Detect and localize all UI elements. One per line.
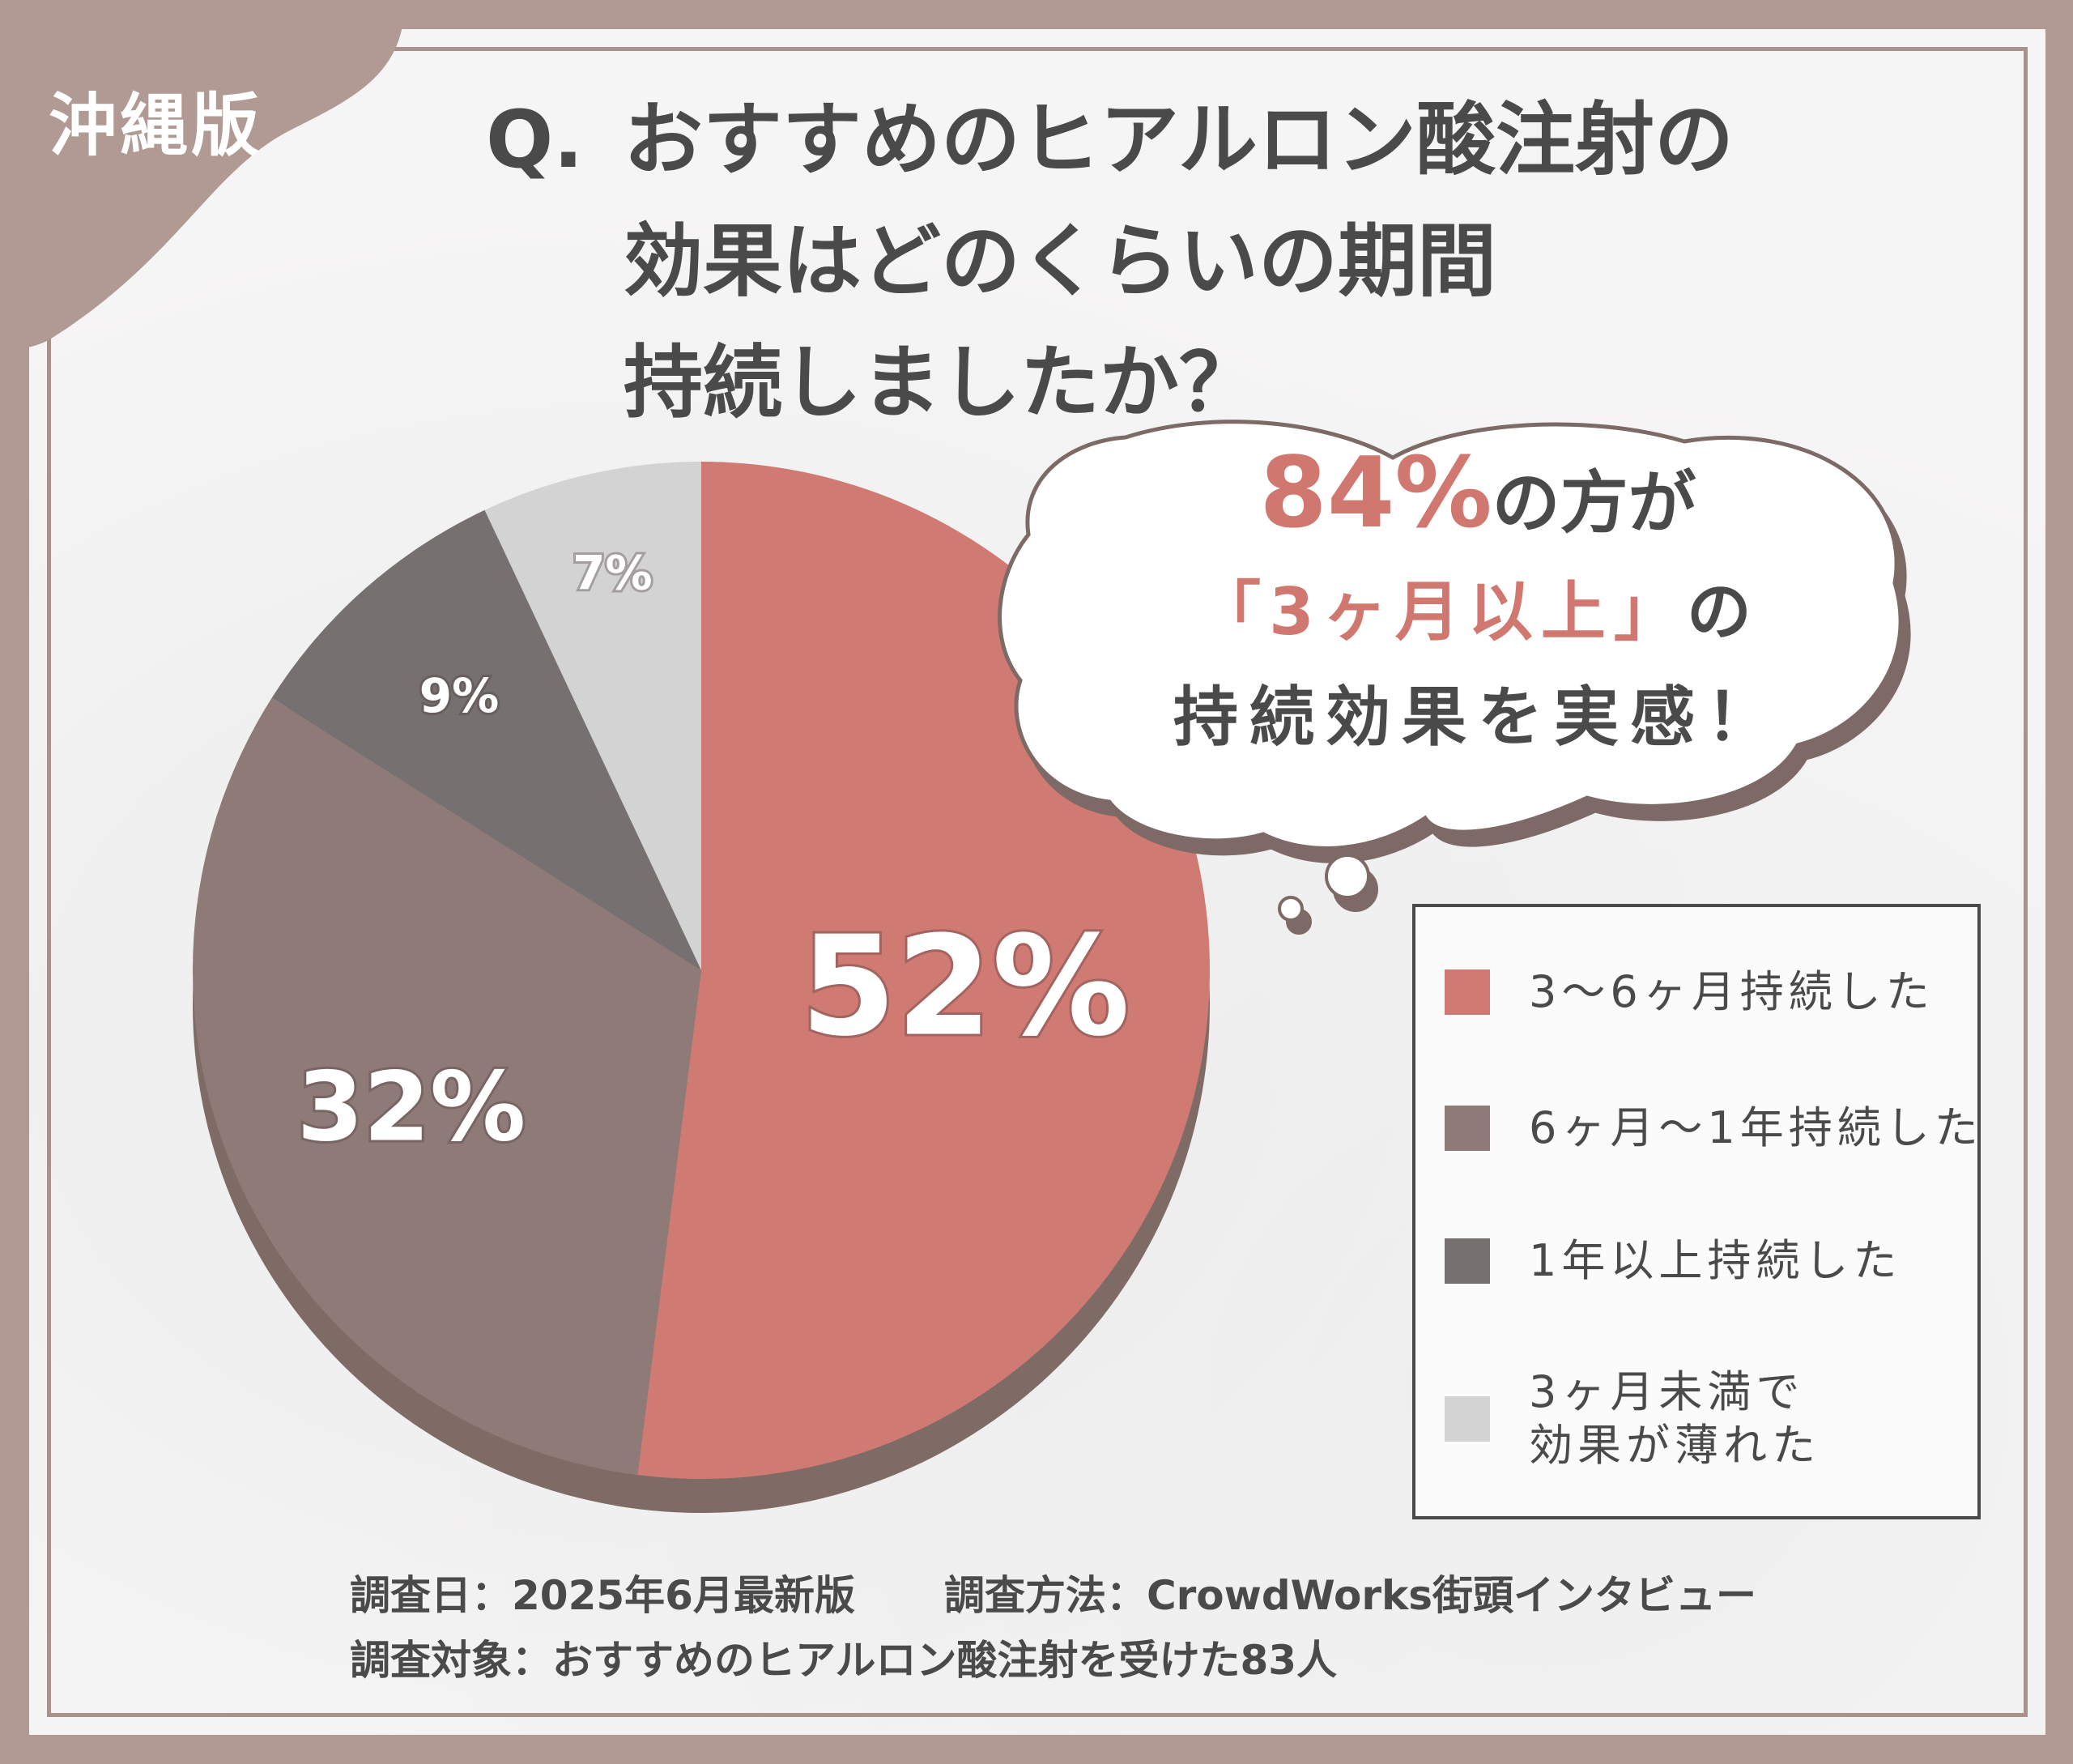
legend-item: 1年以上持続した	[1445, 1234, 1901, 1288]
legend-label: 3〜6ヶ月持続した	[1529, 966, 1935, 1017]
speech-bubble	[998, 420, 1903, 922]
legend-item: 3〜6ヶ月持続した	[1445, 965, 1935, 1019]
pie-data-label: 52%	[800, 907, 1130, 1067]
footer-target: 調査対象：おすすめのヒアルロン酸注射を受けた83人	[350, 1637, 1338, 1684]
legend-swatch	[1445, 1106, 1490, 1151]
footer-method: 調査方法：CrowdWorks街頭インタビュー	[943, 1572, 1757, 1619]
pie-data-label: 7%	[573, 546, 652, 601]
survey-footer: 調査日：2025年6月最新版 調査方法：CrowdWorks街頭インタビュー 調査…	[350, 1563, 1888, 1693]
legend-swatch	[1445, 1396, 1490, 1442]
pie-data-label: 9%	[419, 668, 499, 723]
legend-label: 6ヶ月〜1年持続した	[1529, 1102, 1983, 1153]
legend-label-line-1: 3ヶ月未満で	[1529, 1366, 1805, 1417]
title-line-1: おすすめのヒアルロン酸注射の	[624, 94, 1735, 186]
bubble-line-3: 持続効果を実感！	[1173, 680, 1782, 755]
bubble-dot-small	[1278, 896, 1304, 922]
inner-frame	[47, 47, 2028, 1717]
bubble-percent: 84%	[1259, 437, 1492, 550]
legend-item: 3ヶ月未満で 効果が薄れた	[1445, 1366, 1820, 1472]
pie-slice-under-3-months	[484, 462, 701, 970]
legend-label: 1年以上持続した	[1529, 1235, 1902, 1286]
bubble-line1-rest: の方が	[1492, 463, 1696, 543]
legend-swatch	[1445, 969, 1490, 1015]
pie-slice-6-months-1-year	[192, 697, 702, 1476]
footer-date: 調査日：2025年6月最新版	[350, 1572, 855, 1619]
bubble-dot-large	[1325, 854, 1370, 899]
legend-swatch	[1445, 1238, 1490, 1284]
title-line-2: 効果はどのくらいの期間	[624, 215, 1497, 308]
page-title: Q. おすすめのヒアルロン酸注射の 効果はどのくらいの期間 持続しましたか？	[486, 79, 2008, 444]
bubble-line2-rest: の	[1686, 574, 1760, 650]
region-corner-tab	[0, 0, 405, 350]
legend-label-line-2: 効果が薄れた	[1529, 1420, 1820, 1471]
legend-label: 3ヶ月未満で 効果が薄れた	[1529, 1366, 1820, 1472]
title-q-prefix: Q.	[486, 94, 584, 186]
bubble-accent-phrase: 「3ヶ月以上」	[1196, 574, 1687, 650]
pie-slice-over-1-year	[271, 509, 701, 970]
bubble-message: 84%の方が 「3ヶ月以上」の 持続効果を実感！	[1028, 437, 1927, 770]
chart-legend: 3〜6ヶ月持続した 6ヶ月〜1年持続した 1年以上持続した 3ヶ月未満で 効果が…	[1412, 904, 1981, 1519]
speech-bubble-body	[998, 420, 1903, 850]
title-line-3: 持続しましたか？	[624, 337, 1259, 429]
region-label: 沖縄版	[49, 86, 263, 165]
legend-item: 6ヶ月〜1年持続した	[1445, 1101, 1983, 1155]
pie-data-label: 32%	[297, 1050, 526, 1162]
